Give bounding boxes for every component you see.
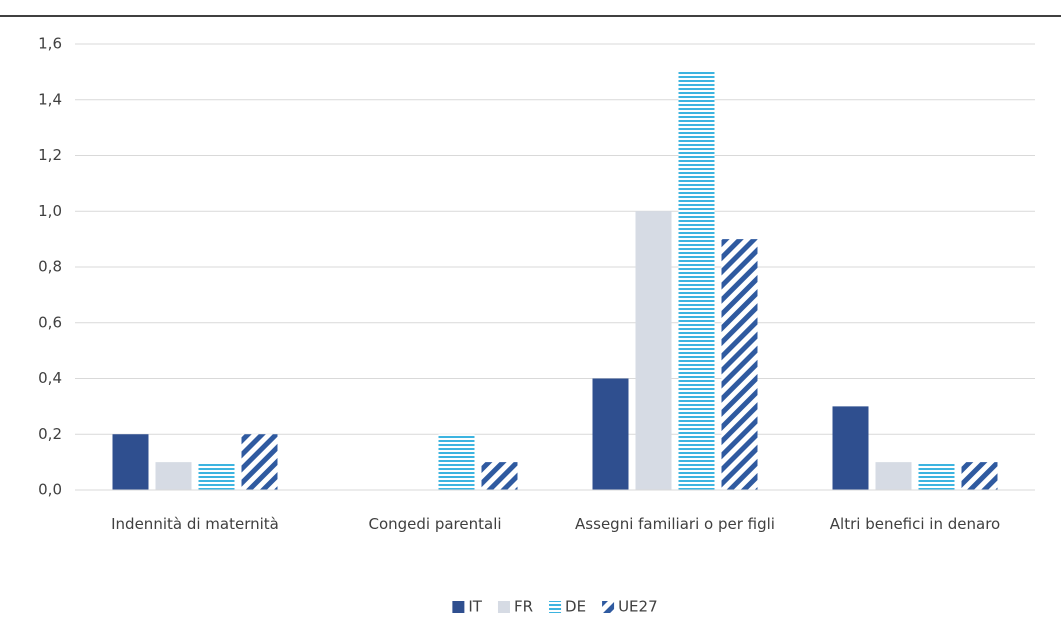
x-tick-label: Indennità di maternità (111, 515, 279, 533)
legend-swatch (549, 601, 562, 613)
bar (832, 406, 869, 490)
bar (678, 71, 715, 490)
y-tick-label: 0,6 (38, 313, 62, 331)
bar (241, 434, 278, 490)
bar (481, 462, 518, 490)
y-tick-label: 1,6 (38, 35, 62, 53)
bar (961, 462, 998, 490)
y-tick-label: 1,4 (38, 90, 62, 108)
bar (918, 462, 955, 490)
legend-label: UE27 (618, 598, 658, 616)
y-tick-label: 0,2 (38, 425, 62, 443)
bar (198, 462, 235, 490)
y-tick-label: 1,2 (38, 146, 62, 164)
x-tick-label: Assegni familiari o per figli (575, 515, 775, 533)
bar (592, 378, 629, 490)
bar (155, 462, 192, 490)
y-tick-label: 0,0 (38, 481, 62, 499)
legend-swatch (452, 601, 465, 613)
x-tick-label: Congedi parentali (368, 515, 502, 533)
y-tick-label: 1,0 (38, 202, 62, 220)
bar (635, 211, 672, 490)
bar (875, 462, 912, 490)
legend: IT FR DE UE27 (452, 598, 658, 616)
bar (438, 434, 475, 490)
y-tick-label: 0,4 (38, 369, 62, 387)
legend-label: DE (565, 598, 586, 616)
legend-label: FR (514, 598, 533, 616)
legend-swatch (497, 601, 510, 613)
y-tick-label: 0,8 (38, 258, 62, 276)
legend-swatch (602, 601, 615, 613)
x-tick-label: Altri benefici in denaro (829, 515, 1001, 533)
bar (112, 434, 149, 490)
bar (721, 239, 758, 490)
legend-label: IT (468, 598, 482, 616)
